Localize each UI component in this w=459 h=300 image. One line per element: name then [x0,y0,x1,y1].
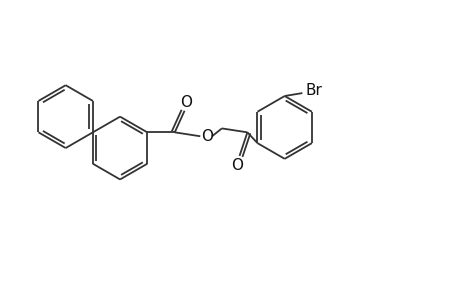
Text: O: O [231,158,243,173]
Text: O: O [201,129,213,144]
Text: Br: Br [305,82,322,98]
Text: O: O [180,95,192,110]
